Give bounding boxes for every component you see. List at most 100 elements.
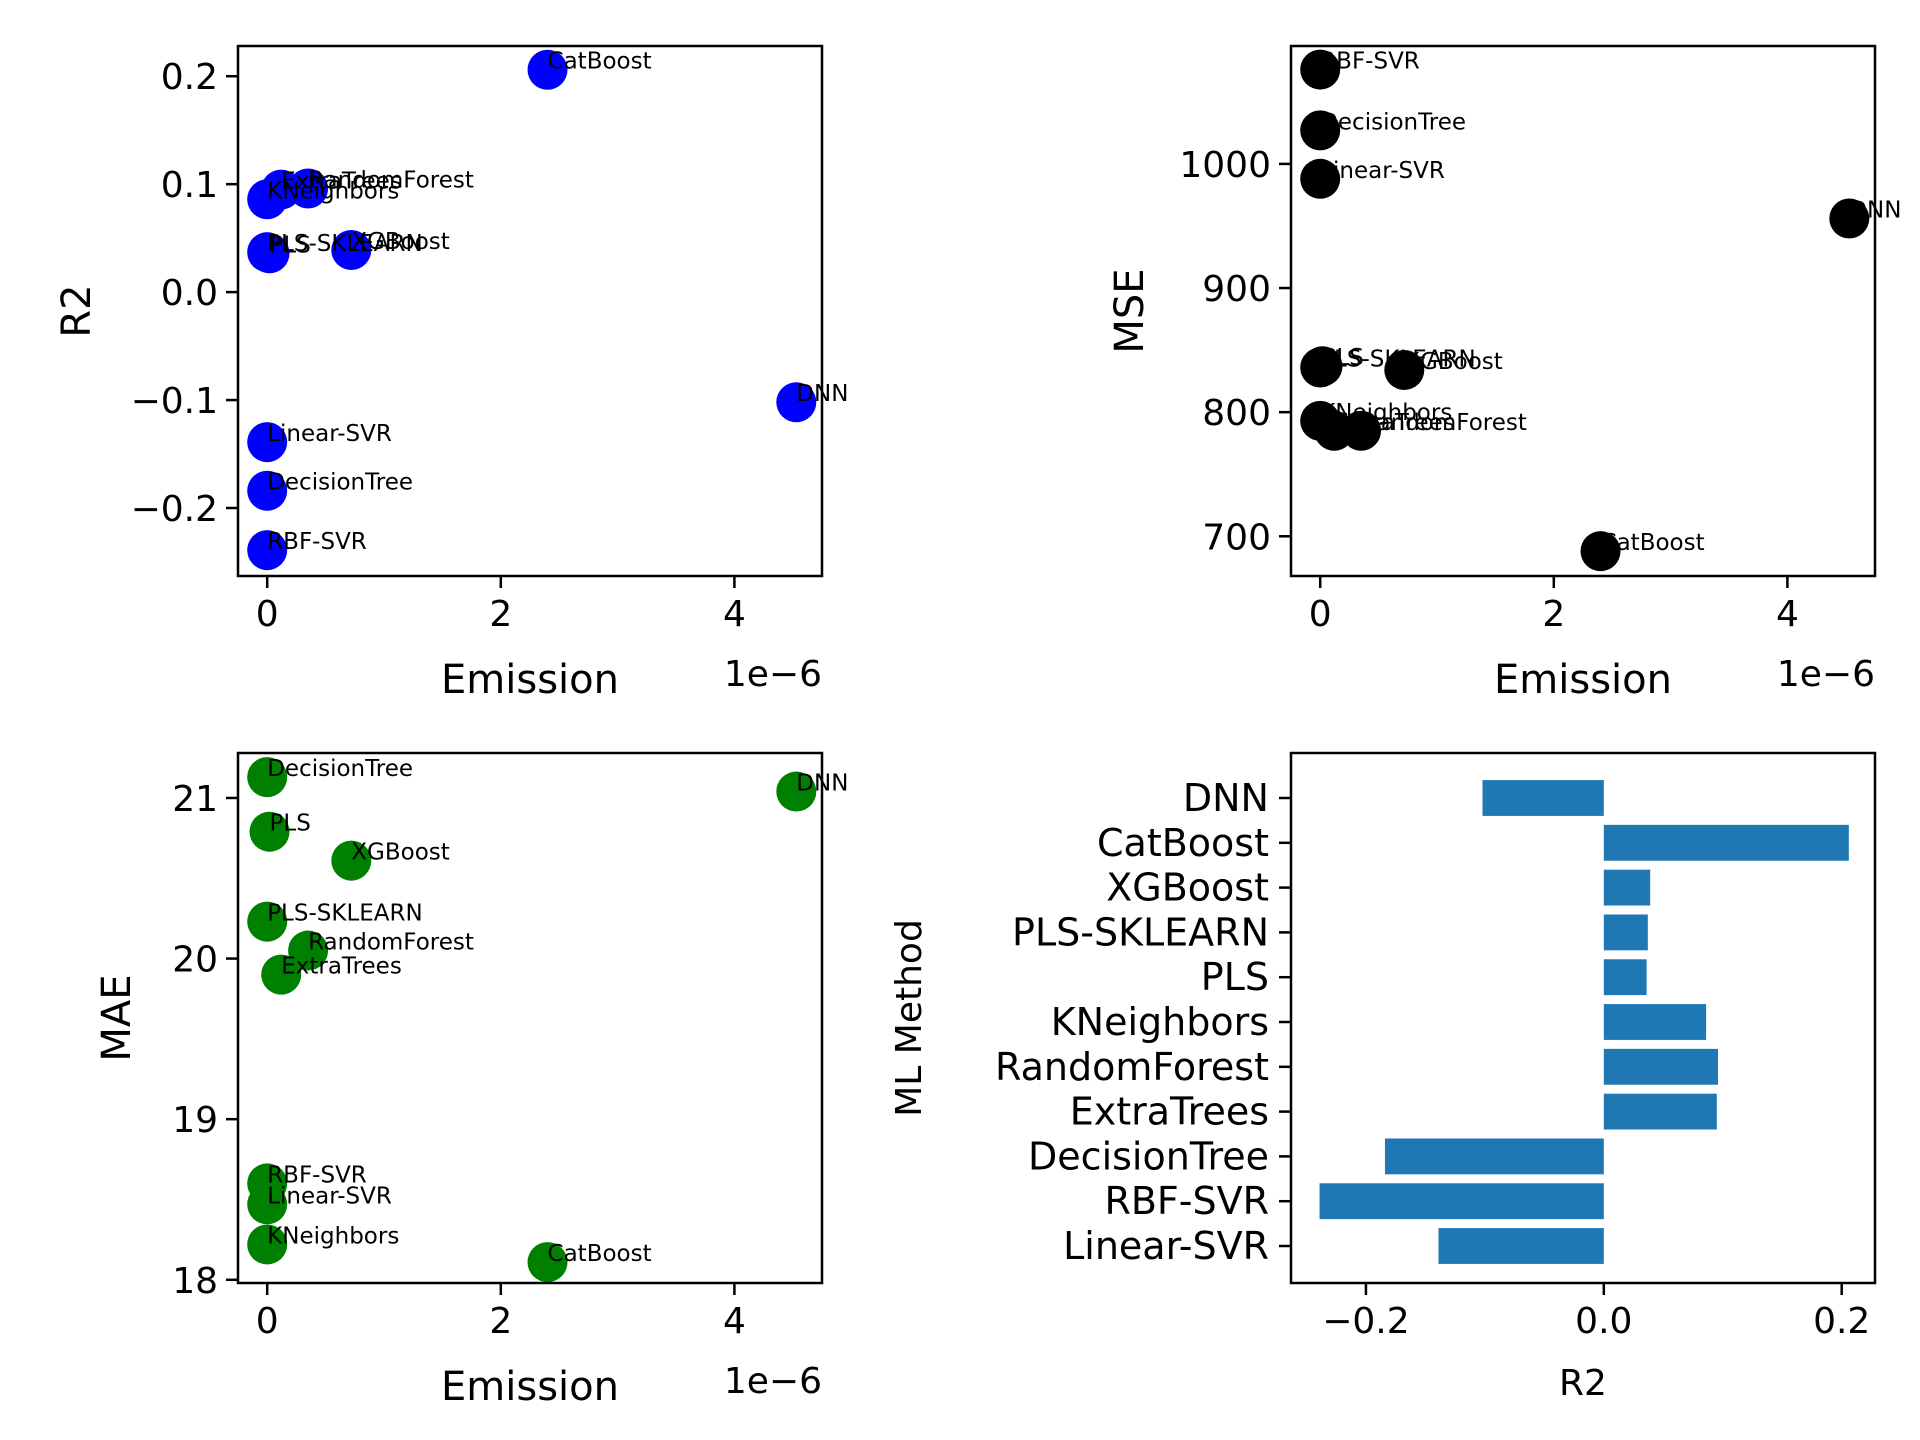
y-tick-label: 21 (172, 779, 218, 820)
point-label-linear-svr: Linear-SVR (267, 1183, 392, 1209)
point-label-xgboost: XGBoost (351, 229, 450, 255)
point-label-kneighbors: KNeighbors (1320, 400, 1452, 426)
point-label-catboost: CatBoost (1601, 530, 1705, 556)
y-axis-label: ML Method (889, 919, 930, 1117)
x-axis-offset-label: 1e−6 (1777, 654, 1875, 695)
y-tick-label: 0.0 (161, 273, 218, 314)
point-decisiontree (1300, 110, 1341, 151)
point-label-xgboost: XGBoost (351, 840, 450, 866)
y-tick-label: −0.1 (131, 381, 218, 422)
category-label-extratrees: ExtraTrees (1070, 1090, 1269, 1134)
point-label-pls: PLS (270, 811, 311, 837)
point-label-pls-sklearn: PLS-SKLEARN (267, 231, 423, 257)
category-label-pls: PLS (1201, 955, 1269, 999)
x-tick-label: 4 (723, 594, 746, 635)
x-tick-label: 4 (723, 1301, 746, 1342)
category-label-randomforest: RandomForest (995, 1045, 1269, 1089)
y-tick-label: 20 (172, 940, 218, 981)
x-tick-label: 2 (489, 594, 512, 635)
y-axis-label: R2 (54, 284, 100, 337)
point-dnn (1829, 198, 1870, 239)
category-label-xgboost: XGBoost (1106, 866, 1269, 910)
x-tick-label: 2 (1542, 594, 1565, 635)
y-axis-label: MAE (94, 974, 140, 1061)
point-label-pls: PLS (270, 232, 311, 258)
x-tick-label: 0 (256, 1301, 279, 1342)
point-decisiontree (247, 470, 288, 511)
bar-kneighbors (1603, 1004, 1707, 1040)
point-label-decisiontree: DecisionTree (267, 756, 413, 782)
point-kneighbors (247, 1224, 288, 1265)
point-label-catboost: CatBoost (548, 49, 652, 75)
point-catboost (1580, 531, 1621, 572)
point-label-randomforest: RandomForest (308, 167, 474, 193)
category-label-linear-svr: Linear-SVR (1063, 1224, 1269, 1268)
point-xgboost (1384, 349, 1425, 390)
y-tick-label: 0.2 (161, 57, 218, 98)
point-label-linear-svr: Linear-SVR (1320, 158, 1445, 184)
axes-frame (236, 751, 824, 1285)
point-label-rbf-svr: RBF-SVR (1320, 49, 1420, 75)
x-tick-label: 0 (256, 594, 279, 635)
point-label-linear-svr: Linear-SVR (267, 421, 392, 447)
point-xgboost (331, 840, 372, 881)
x-axis-offset-label: 1e−6 (724, 1361, 822, 1402)
point-label-randomforest: RandomForest (308, 930, 474, 956)
point-label-catboost: CatBoost (548, 1241, 652, 1267)
category-label-rbf-svr: RBF-SVR (1104, 1179, 1269, 1223)
point-rbf-svr (247, 530, 288, 571)
bar-pls (1603, 959, 1647, 996)
x-tick-label: 0.2 (1813, 1301, 1870, 1342)
y-tick-label: 800 (1202, 393, 1271, 434)
point-label-pls-sklearn: PLS-SKLEARN (1320, 346, 1476, 372)
point-label-xgboost: XGBoost (1404, 349, 1503, 375)
bar-randomforest (1603, 1048, 1718, 1085)
point-randomforest (1341, 410, 1382, 451)
r2-by-method-bar-chart: DNNCatBoostXGBoostPLS-SKLEARNPLSKNeighbo… (889, 751, 1877, 1404)
y-tick-label: 19 (172, 1100, 218, 1141)
y-tick-label: 18 (172, 1261, 218, 1302)
point-label-extratrees: ExtraTrees (1334, 410, 1455, 436)
category-label-dnn: DNN (1183, 776, 1269, 820)
axes-frame (236, 44, 824, 578)
point-linear-svr (1300, 158, 1341, 199)
bar-rbf-svr (1319, 1183, 1604, 1220)
category-label-pls-sklearn: PLS-SKLEARN (1012, 910, 1269, 954)
point-label-randomforest: RandomForest (1361, 410, 1527, 436)
y-tick-label: −0.2 (131, 489, 218, 530)
axes-frame (1289, 44, 1877, 578)
bar-catboost (1603, 824, 1849, 861)
point-label-rbf-svr: RBF-SVR (267, 529, 367, 555)
category-label-kneighbors: KNeighbors (1051, 1000, 1269, 1044)
point-label-decisiontree: DecisionTree (1320, 109, 1466, 135)
y-tick-label: 700 (1202, 517, 1271, 558)
x-tick-label: 0.0 (1575, 1301, 1632, 1342)
point-pls-sklearn (1300, 347, 1341, 388)
point-catboost (527, 49, 568, 90)
point-label-rbf-svr: RBF-SVR (267, 1162, 367, 1188)
mse-vs-emission-scatter: RBF-SVRDecisionTreeLinear-SVRDNNPLSPLS-S… (1107, 44, 1901, 703)
point-label-pls-sklearn: PLS-SKLEARN (267, 901, 423, 927)
y-tick-label: 1000 (1179, 145, 1271, 186)
point-label-kneighbors: KNeighbors (267, 1223, 399, 1249)
mae-vs-emission-scatter: DecisionTreeDNNPLSXGBoostPLS-SKLEARNRand… (94, 751, 848, 1410)
x-tick-label: 2 (489, 1301, 512, 1342)
point-rbf-svr (1300, 49, 1341, 90)
point-label-pls: PLS (1323, 345, 1364, 371)
category-label-catboost: CatBoost (1097, 821, 1269, 865)
bar-extratrees (1603, 1093, 1717, 1130)
point-kneighbors (247, 179, 288, 220)
x-axis-offset-label: 1e−6 (724, 654, 822, 695)
bar-xgboost (1603, 869, 1651, 906)
axes-frame (1289, 751, 1877, 1285)
x-tick-label: 4 (1776, 594, 1799, 635)
point-pls-sklearn (247, 901, 288, 942)
x-axis-label: Emission (1494, 657, 1672, 703)
point-extratrees (261, 954, 302, 995)
bar-dnn (1482, 780, 1604, 816)
bar-linear-svr (1438, 1228, 1604, 1264)
point-pls-sklearn (247, 232, 288, 273)
x-tick-label: 0 (1309, 594, 1332, 635)
point-randomforest (288, 930, 329, 971)
